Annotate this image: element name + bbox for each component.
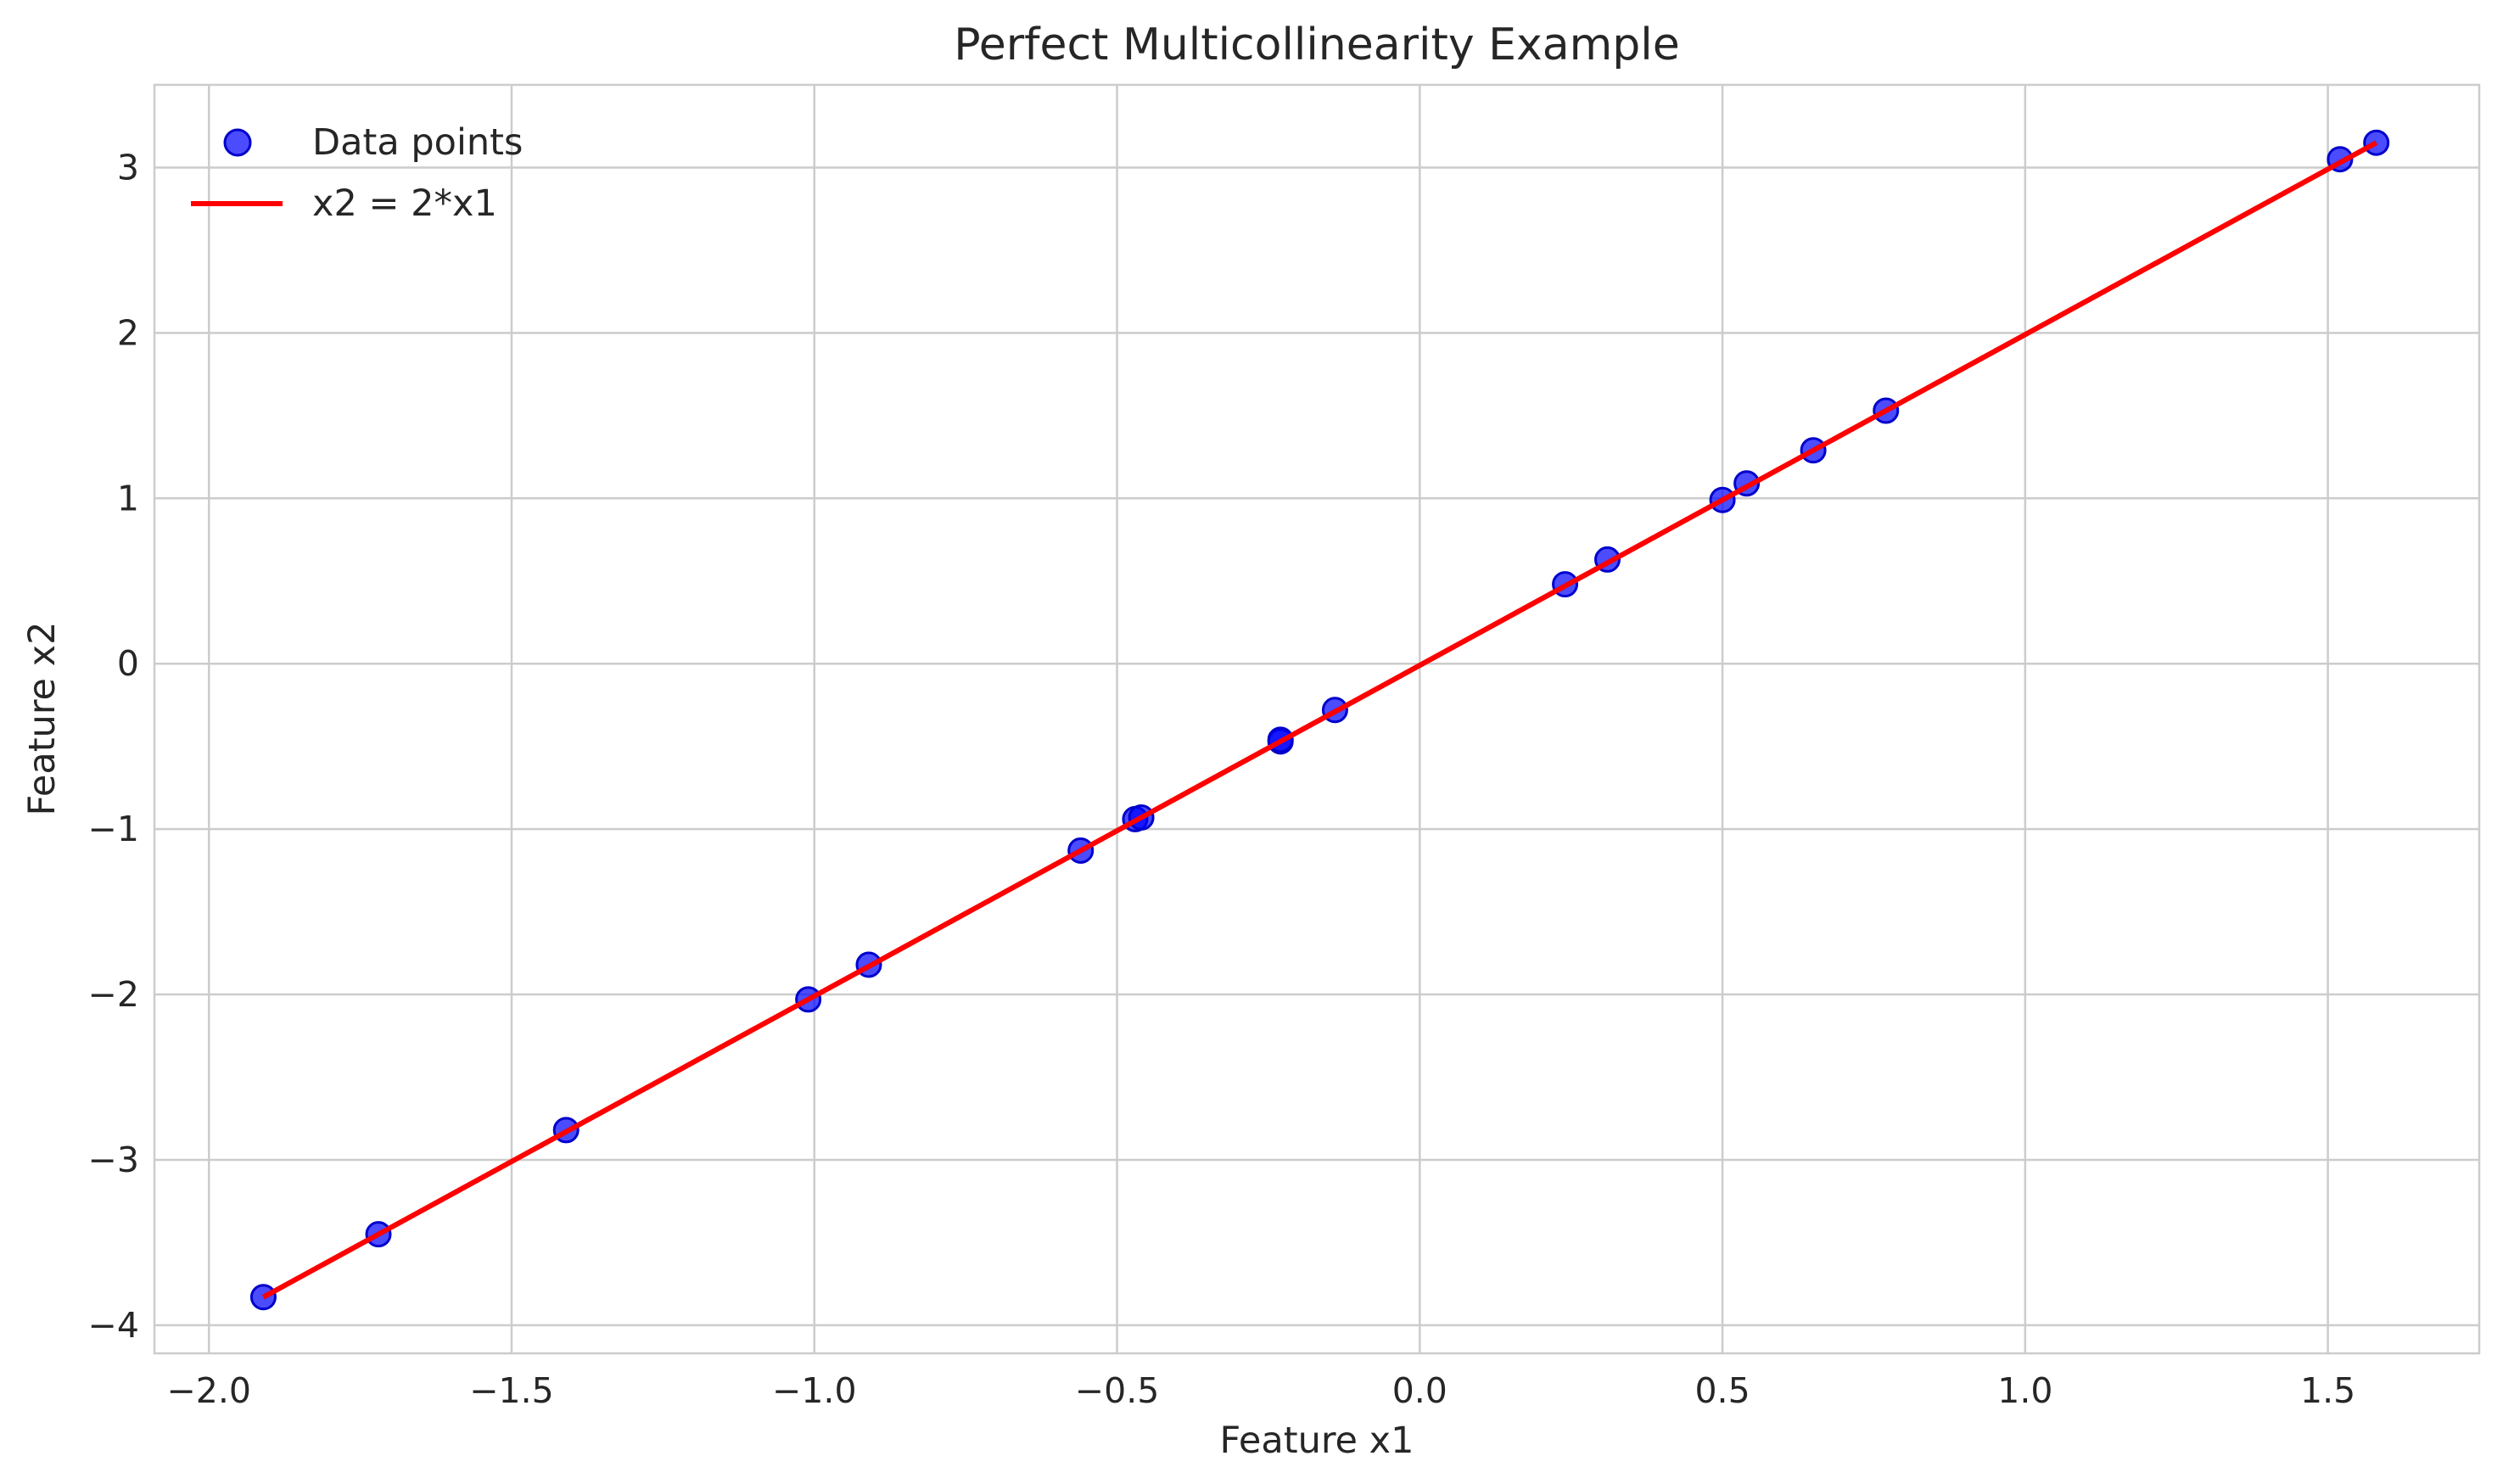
legend: Data points x2 = 2*x1 xyxy=(191,121,523,225)
legend-marker-data-points xyxy=(223,128,252,157)
x-tick-label: 0.5 xyxy=(1694,1370,1750,1411)
x-tick-label: −2.0 xyxy=(166,1370,251,1411)
x-tick-label: −0.5 xyxy=(1075,1370,1160,1411)
legend-label-data-points: Data points xyxy=(312,121,523,164)
x-tick-label: −1.5 xyxy=(469,1370,554,1411)
x-tick-label: −1.0 xyxy=(772,1370,857,1411)
y-tick-label: 0 xyxy=(117,643,139,684)
chart-title: Perfect Multicollinearity Example xyxy=(954,20,1679,70)
x-axis-label: Feature x1 xyxy=(1220,1420,1414,1462)
x-tick-label: 1.0 xyxy=(1997,1370,2052,1411)
y-tick-label: −4 xyxy=(88,1305,139,1346)
fit-line-overlay xyxy=(261,140,2378,1300)
plot-frame xyxy=(153,83,2481,1355)
y-axis-label: Feature x2 xyxy=(21,622,64,816)
x-tick-label: 0.0 xyxy=(1392,1370,1447,1411)
y-tick-label: 1 xyxy=(117,478,139,518)
y-tick-label: −3 xyxy=(88,1140,139,1180)
y-tick-label: −1 xyxy=(88,809,139,849)
tick-label-layer: −2.0 −1.5 −1.0 −0.5 0.0 0.5 1.0 1.5 −4 −3 −2 −1 0 1 2 3 xyxy=(88,147,2356,1411)
y-tick-label: 2 xyxy=(117,312,139,353)
legend-label-line: x2 = 2*x1 xyxy=(312,182,497,225)
x-tick-label: 1.5 xyxy=(2300,1370,2355,1411)
y-tick-label: −2 xyxy=(88,974,139,1015)
series-layer xyxy=(249,129,2390,1311)
grid-layer xyxy=(154,85,2479,1353)
y-tick-label: 3 xyxy=(117,147,139,188)
